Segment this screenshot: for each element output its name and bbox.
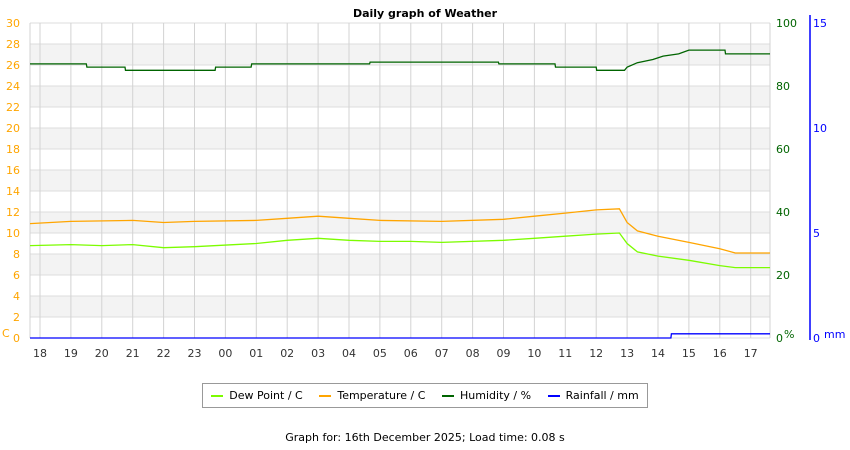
- legend-label: Dew Point / C: [229, 389, 303, 402]
- left-tick-label: 30: [6, 17, 20, 30]
- grid-band: [30, 212, 770, 233]
- left-tick-label: 28: [6, 38, 20, 51]
- x-tick-label: 12: [589, 347, 603, 360]
- x-tick-label: 03: [311, 347, 325, 360]
- grid-band: [30, 44, 770, 65]
- footer-text: Graph for: 16th December 2025; Load time…: [285, 431, 565, 444]
- legend-item: Dew Point / C: [211, 389, 303, 402]
- x-tick-label: 21: [126, 347, 140, 360]
- legend-label: Humidity / %: [460, 389, 532, 402]
- right-humidity-tick-label: 0: [776, 332, 783, 345]
- series-line-humidity: [30, 49, 770, 71]
- series-line-temperature: [29, 208, 770, 254]
- legend-item: Rainfall / mm: [547, 389, 639, 402]
- x-tick-label: 13: [620, 347, 634, 360]
- left-tick-label: 18: [6, 143, 20, 156]
- right-rain-unit: mm: [824, 328, 845, 341]
- x-tick-label: 14: [651, 347, 665, 360]
- x-tick-label: 11: [558, 347, 572, 360]
- left-tick-label: 16: [6, 164, 20, 177]
- right-humidity-tick-label: 80: [776, 80, 790, 93]
- x-tick-label: 05: [373, 347, 387, 360]
- legend-item: Humidity / %: [442, 389, 531, 402]
- chart-title: Daily graph of Weather: [353, 7, 498, 20]
- right-rain-tick-label: 5: [813, 227, 820, 240]
- left-tick-label: 2: [13, 311, 20, 324]
- grid-band: [30, 254, 770, 275]
- legend-swatch: [442, 394, 455, 397]
- x-tick-label: 07: [435, 347, 449, 360]
- legend: Dew Point / C Temperature / C Humidity / %…: [202, 383, 648, 408]
- right-humidity-tick-label: 100: [776, 17, 797, 30]
- x-tick-label: 22: [157, 347, 171, 360]
- x-tick-label: 01: [249, 347, 263, 360]
- right-humidity-tick-label: 60: [776, 143, 790, 156]
- x-tick-label: 15: [682, 347, 696, 360]
- legend-swatch: [547, 394, 560, 397]
- left-tick-label: 22: [6, 101, 20, 114]
- x-tick-label: 02: [280, 347, 294, 360]
- left-tick-label: 4: [13, 290, 20, 303]
- x-tick-label: 00: [218, 347, 232, 360]
- x-tick-label: 18: [33, 347, 47, 360]
- x-tick-label: 04: [342, 347, 356, 360]
- left-tick-label: 10: [6, 227, 20, 240]
- legend-label: Temperature / C: [337, 389, 426, 402]
- grid-band: [30, 296, 770, 317]
- x-tick-label: 23: [188, 347, 202, 360]
- x-tick-label: 09: [497, 347, 511, 360]
- x-tick-label: 08: [466, 347, 480, 360]
- left-tick-label: 20: [6, 122, 20, 135]
- right-rain-tick-label: 15: [813, 17, 827, 30]
- x-tick-label: 06: [404, 347, 418, 360]
- x-tick-label: 19: [64, 347, 78, 360]
- series-line-dew: [29, 232, 770, 269]
- grid-band: [30, 128, 770, 149]
- legend-swatch: [211, 394, 224, 397]
- legend-item: Temperature / C: [319, 389, 425, 402]
- right-rain-tick-label: 0: [813, 332, 820, 345]
- left-tick-label: 8: [13, 248, 20, 261]
- x-tick-label: 10: [527, 347, 541, 360]
- left-tick-label: 24: [6, 80, 20, 93]
- right-humidity-unit: %: [784, 328, 794, 341]
- left-tick-label: 26: [6, 59, 20, 72]
- x-tick-label: 16: [713, 347, 727, 360]
- left-tick-label: 12: [6, 206, 20, 219]
- grid-band: [30, 170, 770, 191]
- left-tick-label: 6: [13, 269, 20, 282]
- x-tick-label: 17: [744, 347, 758, 360]
- legend-swatch: [319, 394, 332, 397]
- right-humidity-tick-label: 40: [776, 206, 790, 219]
- legend-label: Rainfall / mm: [565, 389, 639, 402]
- left-tick-label: 0: [13, 332, 20, 345]
- series-line-rainfall: [30, 333, 770, 339]
- right-humidity-tick-label: 20: [776, 269, 790, 282]
- right-rain-tick-label: 10: [813, 122, 827, 135]
- left-tick-label: 14: [6, 185, 20, 198]
- left-axis-unit: C: [2, 327, 10, 340]
- grid-band: [30, 86, 770, 107]
- x-tick-label: 20: [95, 347, 109, 360]
